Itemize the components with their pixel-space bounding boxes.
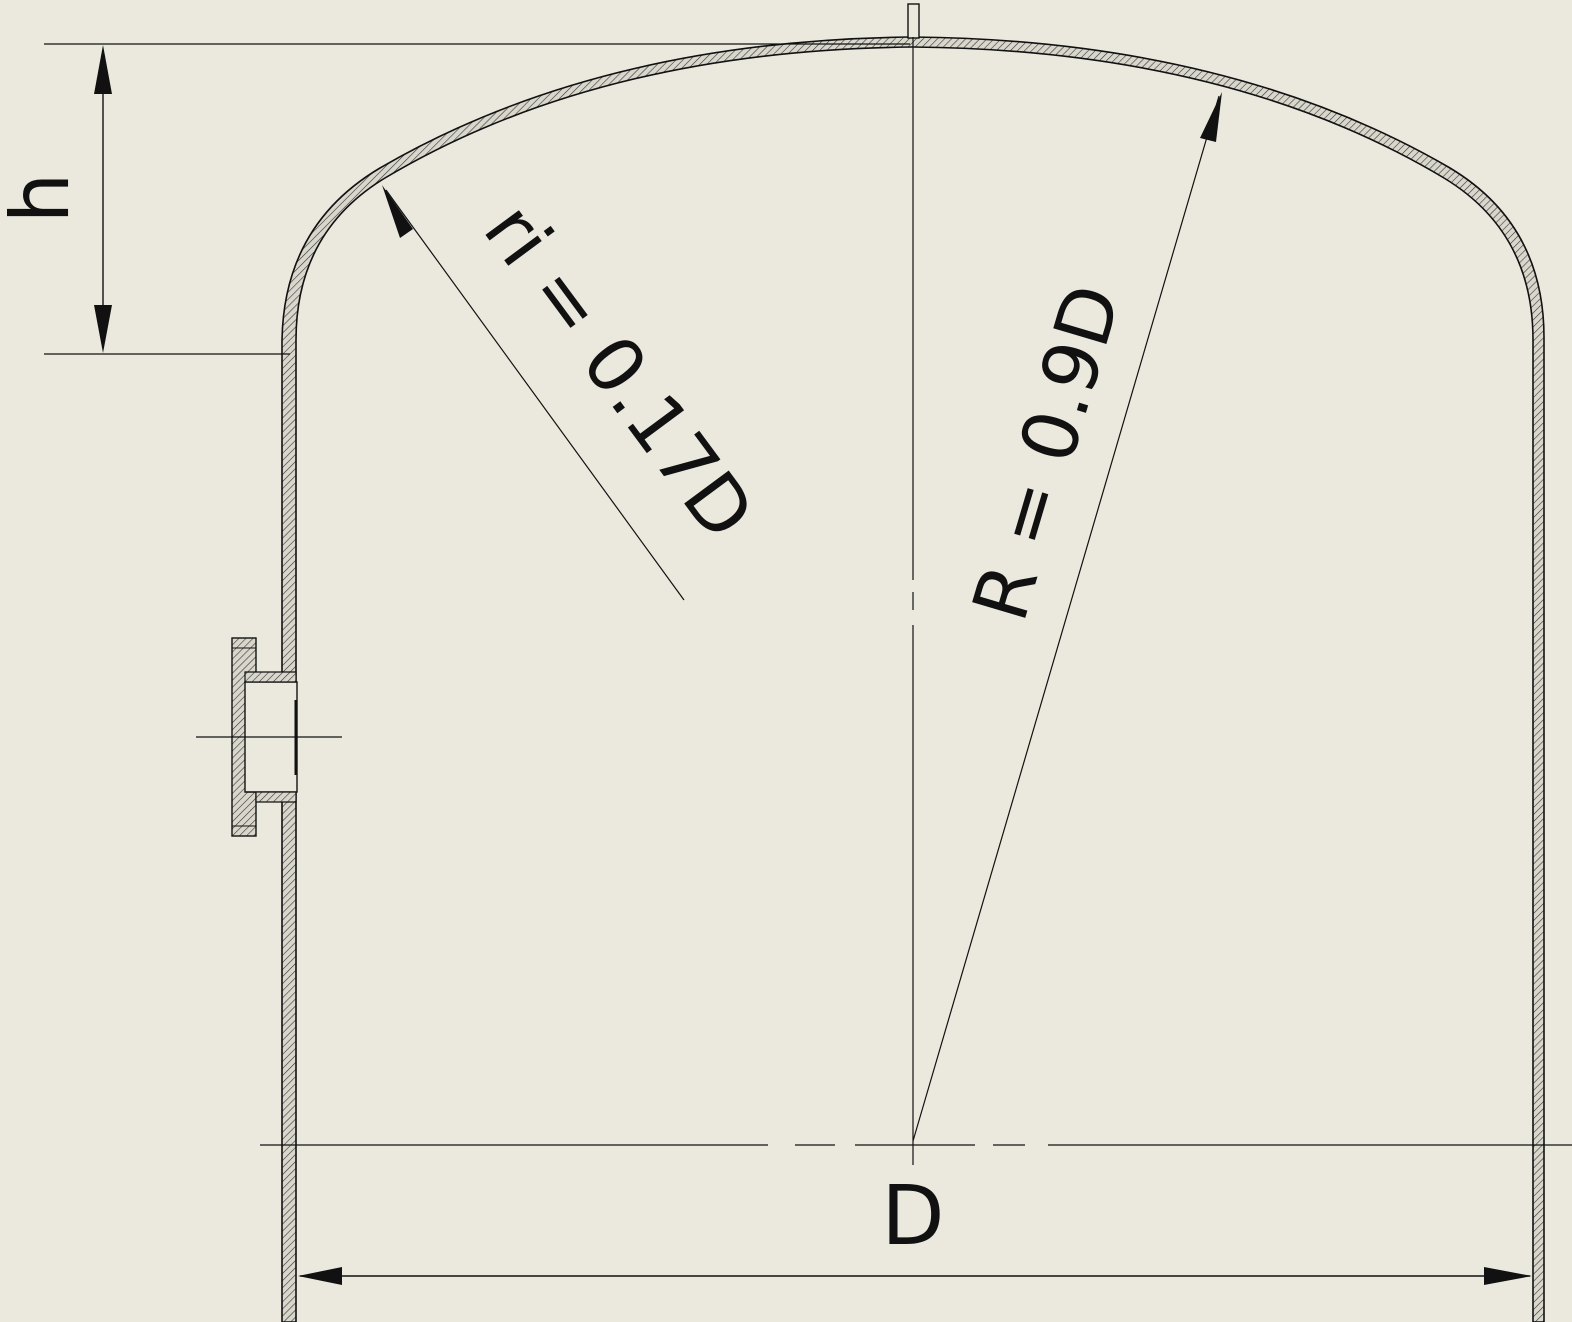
- knuckle-radius-label: ri = 0.17D: [467, 187, 772, 555]
- diameter-label: D: [881, 1169, 944, 1264]
- crown-radius-label: R = 0.9D: [955, 275, 1138, 630]
- height-label: h: [0, 173, 87, 224]
- vessel-shell-wall: [281, 36, 1545, 1322]
- height-arrow-top: [94, 45, 112, 94]
- height-dimension: [44, 43, 910, 355]
- knuckle-radius-arrow: [382, 185, 413, 238]
- diameter-dimension: [298, 1267, 1532, 1285]
- side-nozzle-flange: [196, 637, 342, 837]
- knuckle-radius-leader: [382, 185, 685, 601]
- diameter-arrow-left: [298, 1267, 342, 1285]
- height-arrow-bottom: [94, 305, 112, 353]
- crown-radius-leader: [912, 92, 1222, 1142]
- crown-radius-arrow: [1200, 92, 1222, 142]
- top-nozzle: [907, 3, 920, 39]
- diameter-arrow-right: [1484, 1267, 1532, 1285]
